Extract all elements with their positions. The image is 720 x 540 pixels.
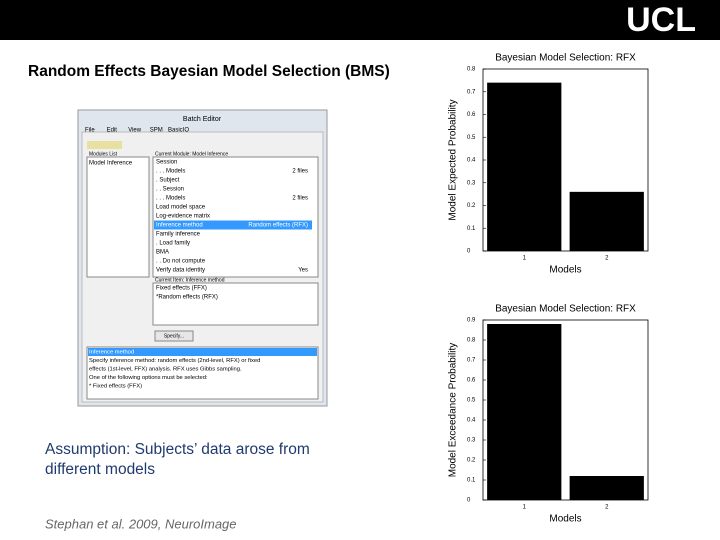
panel-header: Current Module: Model Inference: [155, 151, 228, 157]
help-line: Inference method: [89, 350, 134, 356]
y-tick-label: 0.3: [467, 438, 476, 444]
help-line: * Fixed effects (FFX): [89, 384, 142, 390]
item-value: Random effects (RFX): [248, 223, 308, 229]
y-axis-label: Model Expected Probability: [448, 99, 459, 220]
item-label: Verify data identity: [156, 268, 205, 274]
specify-button[interactable]: [154, 330, 194, 342]
menu-item: View: [128, 128, 142, 134]
y-tick-label: 0.1: [467, 478, 476, 484]
y-tick-label: 0.8: [467, 67, 476, 73]
y-tick-label: 0.4: [467, 418, 476, 424]
y-tick-label: 0.3: [467, 180, 476, 186]
option: Fixed effects (FFX): [156, 286, 207, 292]
x-tick-label: 1: [523, 256, 527, 262]
item-label: Load model space: [156, 205, 206, 211]
y-tick-label: 0.7: [467, 358, 476, 364]
logo: UCL: [626, 1, 696, 39]
item-label: . . . Models: [156, 169, 185, 175]
y-axis-label: Model Exceedance Probability: [448, 343, 459, 478]
item-label: . . . Models: [156, 196, 185, 202]
item-label: Session: [156, 160, 177, 166]
menu-item: SPM: [150, 128, 163, 134]
y-tick-label: 0.1: [467, 226, 476, 232]
item-label: . Subject: [156, 178, 180, 184]
caption: different models: [45, 461, 155, 478]
header-bar: [0, 0, 720, 40]
item-label: Log-evidence matrix: [156, 214, 210, 220]
chart-title: Bayesian Model Selection: RFX: [495, 304, 636, 315]
help-line: One of the following options must be sel…: [89, 375, 208, 381]
help-line: effects (1st-level, FFX) analysis. RFX u…: [89, 367, 242, 373]
module: Model Inference: [89, 161, 133, 167]
y-tick-label: 0.6: [467, 112, 476, 118]
bar: [487, 324, 562, 500]
panel-header: Modules List: [89, 151, 118, 157]
y-tick-label: 0.7: [467, 89, 476, 95]
y-tick-label: 0.5: [467, 135, 476, 141]
button-label: Specify...: [164, 333, 184, 339]
x-axis-label: Models: [549, 514, 581, 525]
window-title: Batch Editor: [183, 116, 222, 123]
bar: [569, 191, 644, 251]
chart-title: Bayesian Model Selection: RFX: [495, 53, 636, 64]
menu-item: Edit: [107, 128, 118, 134]
x-tick-label: 2: [605, 256, 609, 262]
x-tick-label: 2: [605, 505, 609, 511]
y-tick-label: 0.8: [467, 338, 476, 344]
item-label: . . Do not compute: [156, 259, 206, 265]
item-value: 2 files: [292, 196, 308, 202]
y-tick-label: 0.9: [467, 318, 476, 324]
items-panel: [152, 156, 319, 278]
toolbar: [87, 141, 122, 149]
options-panel: [152, 282, 319, 326]
bar: [487, 82, 562, 252]
help-line: Specify inference method: random effects…: [89, 358, 260, 364]
x-tick-label: 1: [523, 505, 527, 511]
menu-item: BasicIO: [168, 128, 189, 134]
y-tick-label: 0: [467, 498, 471, 504]
bar: [569, 476, 644, 500]
item-value: Yes: [298, 268, 308, 274]
item-label: . . Session: [156, 187, 184, 193]
y-tick-label: 0.2: [467, 458, 476, 464]
option: *Random effects (RFX): [156, 295, 218, 301]
menu-item: File: [85, 128, 95, 134]
selected-row: [88, 348, 317, 356]
y-tick-label: 0.5: [467, 398, 476, 404]
item-label: Family inference: [156, 232, 201, 238]
y-tick-label: 0.4: [467, 158, 476, 164]
caption: Assumption: Subjects’ data arose from: [45, 441, 310, 458]
slide-title: Random Effects Bayesian Model Selection …: [28, 63, 390, 80]
y-tick-label: 0: [467, 249, 471, 255]
modules-panel: [86, 156, 150, 278]
item-label: Inference method: [156, 223, 203, 229]
selected-row: [154, 220, 312, 230]
y-tick-label: 0.2: [467, 203, 476, 209]
y-tick-label: 0.6: [467, 378, 476, 384]
panel-header: Current Item: Inference method: [155, 277, 225, 283]
citation: Stephan et al. 2009, NeuroImage: [45, 516, 237, 531]
x-axis-label: Models: [549, 265, 581, 276]
item-label: BMA: [156, 250, 169, 256]
item-label: . Load family: [156, 241, 190, 247]
item-value: 2 files: [292, 169, 308, 175]
